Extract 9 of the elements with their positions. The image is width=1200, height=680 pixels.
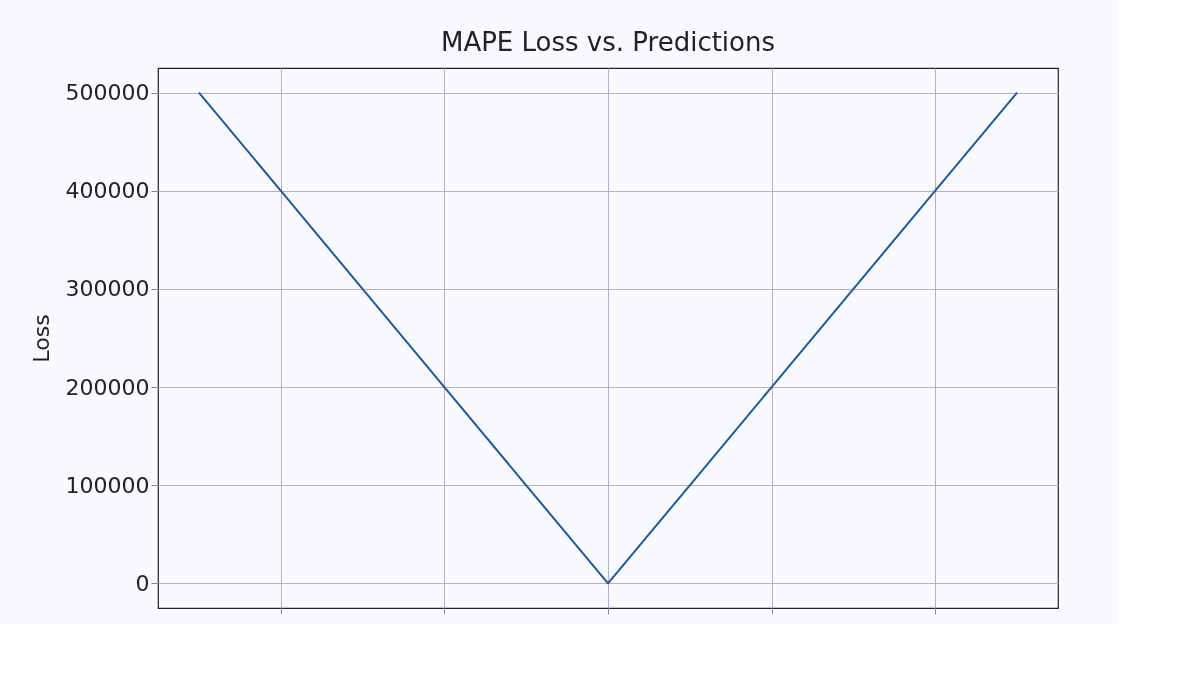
y-tick-label: 400000 (65, 178, 150, 204)
y-tick-label: 200000 (65, 374, 150, 400)
y-tick-label: 300000 (65, 276, 150, 302)
y-tick-label: 100000 (65, 472, 150, 498)
chart-title: MAPE Loss vs. Predictions (440, 27, 776, 57)
y-axis-title: Loss (28, 314, 54, 363)
y-tick-label: 500000 (65, 80, 150, 106)
y-tick-label: 0 (135, 570, 150, 596)
line-series (197, 91, 1019, 585)
